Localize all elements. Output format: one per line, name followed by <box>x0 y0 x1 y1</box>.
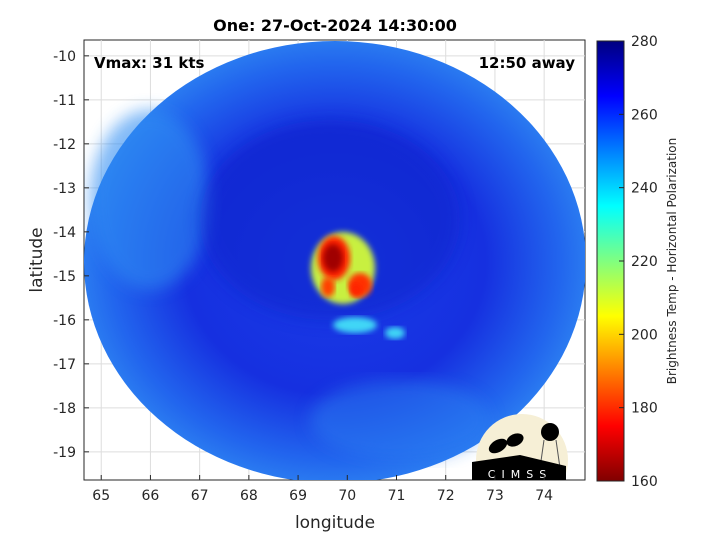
satellite-dish-icon <box>506 433 524 447</box>
x-tick-label: 69 <box>289 488 307 504</box>
logo-text: CIMSS <box>488 468 552 481</box>
colorbar-tick-label: 240 <box>631 181 658 197</box>
y-tick-label: -19 <box>53 445 76 461</box>
satellite-dish-icon <box>488 438 508 454</box>
cimss-logo: CIMSS <box>472 414 568 481</box>
colorbar-tick-label: 260 <box>631 107 658 123</box>
cold-cell <box>321 277 335 297</box>
colorbar-tick-label: 220 <box>631 254 658 270</box>
x-tick-label: 72 <box>437 488 455 504</box>
rain-band <box>333 317 377 333</box>
x-tick-label: 68 <box>240 488 258 504</box>
y-axis: -10 -11 -12 -13 -14 -15 -16 -17 -18 -19 <box>53 49 89 461</box>
x-axis: 65 66 67 68 69 70 71 72 73 74 <box>92 475 553 504</box>
cold-region <box>200 120 460 320</box>
brightness-temp-image <box>84 41 585 480</box>
x-axis-label: longitude <box>295 513 375 533</box>
away-label: 12:50 away <box>479 54 576 72</box>
vmax-label: Vmax: 31 kts <box>94 54 204 72</box>
x-tick-label: 67 <box>191 488 209 504</box>
colorbar-ticks: 280 260 240 220 200 180 160 <box>619 34 658 490</box>
y-tick-label: -15 <box>53 269 76 285</box>
colorbar-tick-label: 280 <box>631 34 658 50</box>
x-tick-label: 71 <box>388 488 406 504</box>
y-tick-label: -16 <box>53 313 76 329</box>
cold-cell <box>350 283 362 297</box>
plot-title: One: 27-Oct-2024 14:30:00 <box>213 16 457 35</box>
y-tick-label: -18 <box>53 401 76 417</box>
x-tick-label: 73 <box>486 488 504 504</box>
colorbar-label: Brightness Temp - Horizontal Polarizatio… <box>665 138 679 385</box>
y-tick-label: -17 <box>53 357 76 373</box>
x-tick-label: 70 <box>338 488 356 504</box>
y-axis-label: latitude <box>27 227 47 292</box>
y-tick-label: -10 <box>53 49 76 65</box>
water-tower-leg <box>555 439 561 469</box>
y-tick-label: -11 <box>53 93 76 109</box>
colorbar-tick-label: 180 <box>631 401 658 417</box>
warm-region <box>310 380 490 460</box>
x-tick-label: 65 <box>92 488 110 504</box>
y-tick-label: -13 <box>53 181 76 197</box>
colorbar-tick-label: 200 <box>631 327 658 343</box>
x-tick-label: 66 <box>142 488 160 504</box>
rain-band <box>385 327 405 339</box>
warm-region <box>90 110 210 290</box>
y-tick-label: -14 <box>53 225 76 241</box>
water-tower-icon <box>541 423 559 441</box>
x-tick-label: 74 <box>535 488 553 504</box>
y-tick-label: -12 <box>53 137 76 153</box>
cold-core <box>323 244 343 272</box>
building-icon <box>472 455 566 480</box>
colorbar-tick-label: 160 <box>631 474 658 490</box>
